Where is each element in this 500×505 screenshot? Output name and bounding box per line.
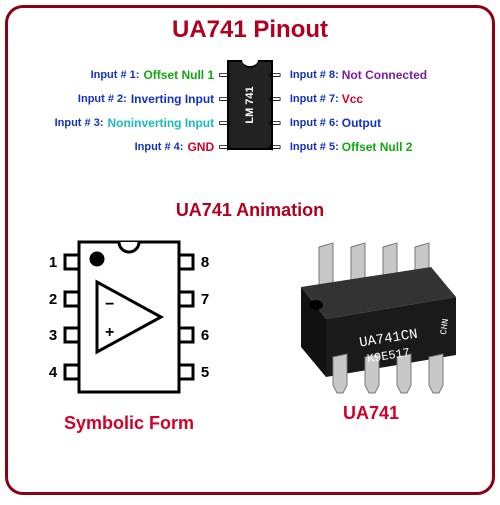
photo-caption: UA741 <box>343 403 399 424</box>
pin-left-1: Input # 1:Offset Null 1 ⇨ <box>14 64 232 86</box>
pinout-diagram: LM 741 Input # 1:Offset Null 1 ⇨ ⇦ Input … <box>8 50 492 200</box>
svg-text:1: 1 <box>49 254 57 271</box>
svg-text:3: 3 <box>49 327 57 344</box>
arrow-icon: ⇨ <box>214 113 232 133</box>
pin-left-2: Input # 2: Inverting Input ⇨ <box>14 88 232 110</box>
chip-photo: UA741CNK9E517CHN <box>271 227 471 397</box>
chip-notch <box>242 60 258 68</box>
pin-right-6: ⇦ Input # 6:Output <box>268 112 486 134</box>
animation-subtitle: UA741 Animation <box>8 200 492 221</box>
svg-text:4: 4 <box>49 364 58 381</box>
svg-text:+: + <box>105 324 114 341</box>
arrow-icon: ⇨ <box>214 89 232 109</box>
pin-name: Output <box>342 116 381 130</box>
pin-name: Vcc <box>342 92 363 106</box>
input-label: Input # 2: <box>78 93 127 105</box>
pin-name: Not Connected <box>342 68 427 82</box>
arrow-icon: ⇦ <box>268 89 286 109</box>
input-label: Input # 3: <box>55 117 104 129</box>
svg-text:7: 7 <box>201 291 209 308</box>
pin-name: Offset Null 2 <box>342 140 413 154</box>
arrow-icon: ⇦ <box>268 137 286 157</box>
symbolic-panel: − +1 8 2 7 3 6 4 5 Symbolic Form <box>8 227 250 477</box>
photo-panel: UA741CNK9E517CHN UA741 <box>250 227 492 477</box>
input-label: Input # 6: <box>290 117 339 129</box>
symbolic-form-diagram: − +1 8 2 7 3 6 4 5 <box>39 227 219 407</box>
svg-text:−: − <box>105 296 114 313</box>
input-label: Input # 5: <box>290 141 339 153</box>
input-label: Input # 7: <box>290 93 339 105</box>
input-label: Input # 8: <box>290 69 339 81</box>
pin-name: Noninverting Input <box>107 116 214 130</box>
svg-text:6: 6 <box>201 327 209 344</box>
pin-name: GND <box>187 140 214 154</box>
pin-right-5: ⇦ Input # 5:Offset Null 2 <box>268 136 486 158</box>
svg-text:2: 2 <box>49 291 57 308</box>
arrow-icon: ⇦ <box>268 113 286 133</box>
pin-right-7: ⇦ Input # 7:Vcc <box>268 88 486 110</box>
pin-name: Offset Null 1 <box>143 68 214 82</box>
arrow-icon: ⇨ <box>214 65 232 85</box>
bottom-row: − +1 8 2 7 3 6 4 5 Symbolic Form UA741CNK9E517CH… <box>8 227 492 477</box>
pin-left-4: Input # 4:GND ⇨ <box>14 136 232 158</box>
svg-text:5: 5 <box>201 364 209 381</box>
arrow-icon: ⇦ <box>268 65 286 85</box>
chip-top-view: LM 741 <box>227 60 273 150</box>
input-label: Input # 4: <box>135 141 184 153</box>
pin-name: Inverting Input <box>131 92 214 106</box>
input-label: Input # 1: <box>91 69 140 81</box>
pin-left-3: Input # 3:Noninverting Input ⇨ <box>14 112 232 134</box>
pin-right-8: ⇦ Input # 8:Not Connected <box>268 64 486 86</box>
arrow-icon: ⇨ <box>214 137 232 157</box>
symbolic-caption: Symbolic Form <box>64 413 194 434</box>
svg-text:8: 8 <box>201 254 209 271</box>
chip-label: LM 741 <box>244 86 256 123</box>
main-title: UA741 Pinout <box>8 8 492 44</box>
infographic-frame: UA741 Pinout LM 741 Input # 1:Offset Nul… <box>5 5 495 495</box>
